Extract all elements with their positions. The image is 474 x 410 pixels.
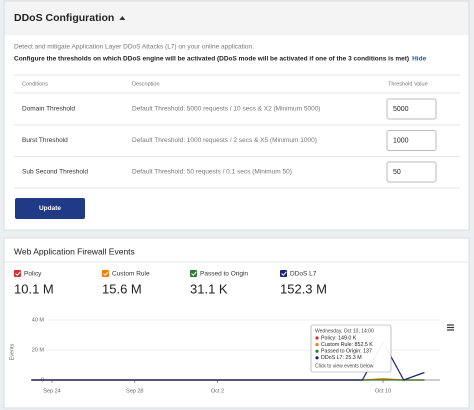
hide-link[interactable]: Hide [412, 56, 426, 63]
tooltip-bullet [315, 349, 319, 353]
series-total: 152.3 M [280, 281, 327, 296]
tooltip-footer: Click to view events below [315, 363, 374, 369]
instruction: Configure the thresholds on which DDoS e… [14, 56, 409, 63]
series-checkbox[interactable] [102, 270, 109, 277]
chart-menu[interactable] [447, 324, 454, 331]
threshold-input[interactable] [386, 130, 437, 151]
series-checkbox[interactable] [14, 270, 21, 277]
column-header: Conditions [22, 81, 48, 87]
series-line [31, 340, 425, 381]
threshold-value[interactable]: 50 [393, 169, 401, 176]
config-header [4, 1, 469, 36]
threshold-input[interactable] [386, 98, 437, 120]
tooltip-line: Passed to Origin: 137 [321, 349, 372, 355]
condition: Burst Threshold [22, 137, 68, 144]
tooltip [310, 324, 392, 373]
column-header: Threshold Value [388, 81, 428, 87]
events-card [3, 237, 470, 409]
description: Detect and mitigate Application Layer DD… [14, 44, 254, 51]
config-title[interactable]: DDoS Configuration [14, 12, 114, 24]
column-header: Description [132, 81, 160, 87]
events-title: Web Application Firewall Events [14, 246, 135, 256]
series-total: 31.1 K [190, 281, 228, 296]
series-name[interactable]: Policy [24, 271, 42, 278]
series-name[interactable]: Passed to Origin [200, 271, 248, 278]
condition: Sub Second Threshold [22, 169, 88, 176]
series-checkbox[interactable] [190, 270, 197, 277]
update-label[interactable]: Update [39, 205, 61, 212]
tooltip-line: Custom Rule: 852.5 K [321, 342, 373, 348]
tooltip-bullet [315, 336, 319, 340]
tooltip-line: DDoS L7: 25.3 M [321, 355, 362, 361]
threshold-input[interactable] [386, 161, 437, 183]
threshold-value[interactable]: 1000 [393, 137, 409, 144]
series-total: 10.1 M [14, 281, 54, 296]
x-tick-label: Sep 24 [43, 388, 60, 394]
checkmark[interactable] [15, 271, 21, 277]
threshold-table: Conditions Description Threshold Value Doma… [14, 81, 460, 189]
x-tick-label: Sep 28 [126, 388, 143, 394]
condition: Domain Threshold [22, 106, 75, 113]
condition-description: Default Threshold: 5000 requests / 10 se… [132, 106, 320, 113]
y-tick-label: 20 M [32, 347, 45, 353]
tooltip-bullet [315, 343, 319, 347]
update-button[interactable] [15, 198, 85, 219]
checkmark[interactable] [191, 271, 197, 277]
collapse-caret[interactable] [119, 16, 126, 20]
y-tick-label: 40 M [32, 317, 45, 323]
tooltip-bullet [315, 356, 319, 360]
series-name[interactable]: DDoS L7 [290, 271, 317, 278]
checkmark[interactable] [103, 271, 109, 277]
series-checkbox[interactable] [280, 270, 287, 277]
y-axis-title: Events [9, 343, 15, 360]
chart: Policy 10.1 M Custom Rule 15.6 M Passed to O… [14, 270, 440, 394]
x-tick-label: Oct 10 [375, 388, 391, 394]
series-total: 15.6 M [102, 281, 142, 296]
checkmark[interactable] [281, 271, 287, 277]
condition-description: Default Threshold: 1000 requests / 2 sec… [132, 137, 317, 144]
tooltip-line: Policy: 149.0 K [321, 335, 357, 341]
tooltip-title: Wednesday, Oct 10, 14:00 [315, 328, 374, 334]
series-name[interactable]: Custom Rule [112, 271, 150, 278]
x-tick-label: Oct 2 [211, 388, 224, 394]
threshold-value[interactable]: 5000 [393, 106, 409, 113]
condition-description: Default Threshold: 50 requests / 0.1 sec… [132, 169, 292, 176]
